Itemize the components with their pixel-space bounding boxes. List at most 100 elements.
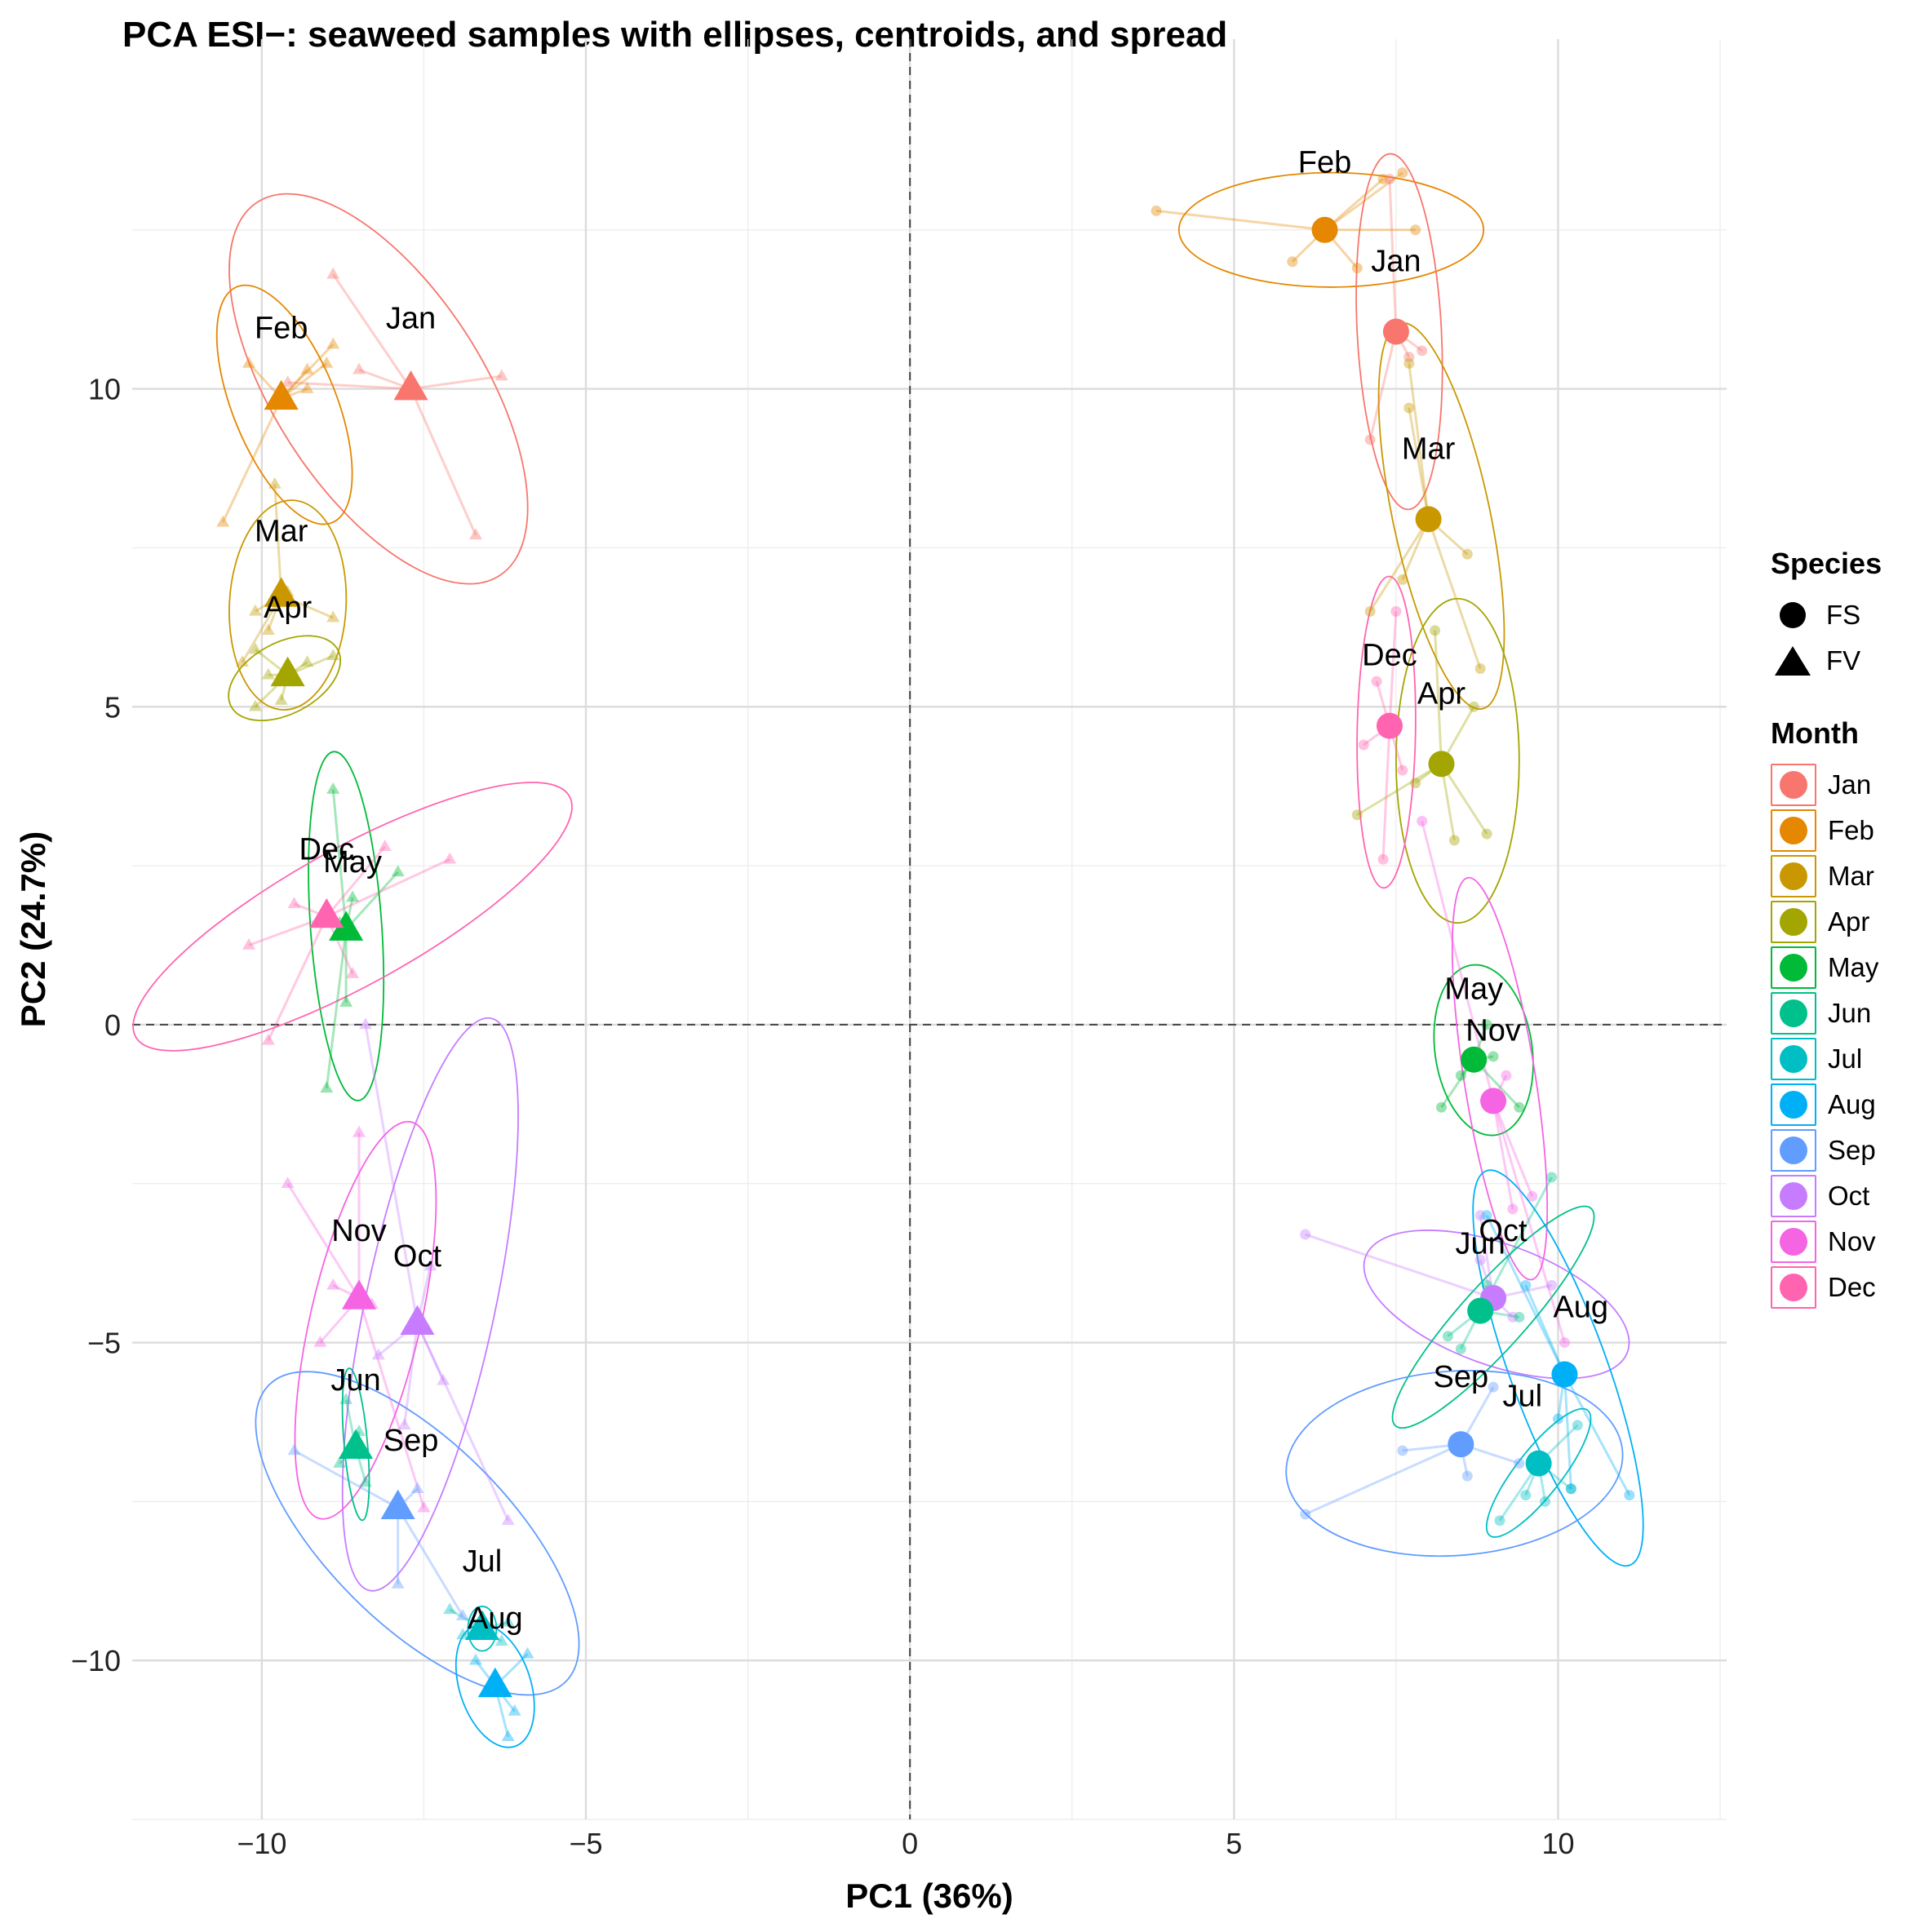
spread-line-apr-fs: [1434, 630, 1443, 764]
y-tick-label: 0: [104, 1008, 121, 1042]
sample-point-dec-fs: [1397, 764, 1408, 776]
spread-line-sep-fv: [293, 1449, 399, 1509]
sample-point-sep-fs: [1397, 1445, 1408, 1456]
sample-point-jun-fs: [1442, 1331, 1453, 1342]
ellipse-jul-fs: [1485, 1407, 1592, 1538]
spread-line-nov-fv: [286, 1182, 361, 1299]
month-swatch-icon: [1771, 809, 1816, 852]
centroid-apr-fs: [1428, 751, 1455, 778]
group-label-oct-fs: Oct: [1479, 1214, 1528, 1248]
month-legend-label: Jun: [1828, 998, 1872, 1028]
sample-point-may-fv: [320, 1081, 334, 1093]
sample-point-oct-fv: [501, 1513, 515, 1526]
month-swatch-icon: [1771, 1175, 1816, 1217]
spread-line-mar-fs: [1427, 518, 1482, 669]
ellipse-jan-fv: [228, 193, 529, 585]
axis-layer: −10 −5 0 5 10 −10 −5 0 5 10 PC1 (36%) PC2 (24.7%): [14, 373, 1575, 1915]
species-legend-label: FV: [1826, 645, 1861, 676]
ellipse-oct-fv: [341, 1017, 519, 1592]
label-layer: JanFebMarAprMayDecOctNovJunSepJulAugFebJ…: [255, 146, 1608, 1637]
sample-point-aug-fv: [508, 1704, 521, 1716]
spread-line-mar-fs: [1408, 407, 1430, 520]
sample-point-oct-fv: [437, 1373, 450, 1385]
month-legend-label: Mar: [1828, 861, 1874, 891]
sample-point-jul-fv: [501, 1615, 515, 1627]
sample-point-dec-fs: [1377, 853, 1389, 865]
sample-point-dec-fs: [1358, 739, 1369, 751]
month-legend-item-nov: Nov: [1771, 1219, 1882, 1265]
group-label-jan-fs: Jan: [1371, 244, 1421, 278]
species-legend-label: FS: [1826, 600, 1861, 630]
spread-line-nov-fs: [1492, 1100, 1566, 1343]
sample-point-mar-fs: [1364, 605, 1376, 617]
sample-point-dec-fv: [443, 852, 457, 864]
sample-point-may-fv: [339, 995, 353, 1007]
centroid-sep-fs: [1448, 1431, 1474, 1458]
month-legend-item-may: May: [1771, 945, 1882, 990]
month-legend-item-feb: Feb: [1771, 808, 1882, 853]
sample-point-aug-fs: [1565, 1483, 1576, 1495]
sample-point-sep-fs: [1300, 1509, 1311, 1520]
month-swatch-icon: [1771, 1083, 1816, 1126]
sample-point-mar-fs: [1397, 574, 1408, 585]
sample-point-jan-fs: [1384, 173, 1395, 184]
sample-point-apr-fv: [248, 642, 262, 654]
sample-point-oct-fs: [1507, 1311, 1519, 1323]
centroid-mar-fs: [1415, 506, 1442, 533]
sample-point-oct-fv: [371, 1348, 385, 1360]
spread-line-jan-fs: [1388, 179, 1398, 332]
centroid-oct-fv: [400, 1305, 435, 1335]
sample-point-feb-fv: [320, 356, 334, 368]
spread-line-may-fv: [325, 928, 348, 1089]
month-legend-title: Month: [1771, 716, 1859, 750]
month-swatch-icon: [1771, 992, 1816, 1035]
month-legend-label: Sep: [1828, 1135, 1876, 1165]
sample-point-oct-fv: [358, 1017, 372, 1030]
sample-point-apr-fs: [1448, 835, 1460, 846]
y-tick-label: 5: [104, 690, 121, 724]
sample-point-apr-fv: [274, 693, 288, 705]
spread-line-feb-fs: [1155, 209, 1325, 232]
sample-point-sep-fv: [456, 1609, 470, 1620]
centroid-jun-fs: [1467, 1297, 1494, 1324]
sample-point-nov-fv: [281, 1176, 295, 1188]
sample-point-sep-fs: [1514, 1458, 1525, 1469]
spread-line-oct-fv: [416, 1323, 510, 1522]
sample-point-oct-fv: [397, 1418, 411, 1430]
chart-title: PCA ESI−: seaweed samples with ellipses,…: [122, 15, 1228, 55]
month-legend-item-apr: Apr: [1771, 899, 1882, 945]
ellipse-may-fv: [308, 751, 385, 1101]
sample-point-dec-fv: [242, 937, 255, 950]
spread-line-oct-fs: [1305, 1233, 1494, 1300]
group-label-aug-fv: Aug: [468, 1602, 523, 1636]
ellipse-feb-fv: [215, 284, 353, 525]
spread-line-sep-fv: [397, 1507, 464, 1617]
sample-point-mar-fv: [268, 476, 282, 489]
sample-point-sep-fv: [391, 1577, 405, 1589]
group-label-jun-fv: Jun: [330, 1363, 380, 1398]
sample-point-jul-fs: [1494, 1515, 1505, 1527]
sample-point-dec-fs: [1371, 676, 1382, 687]
sample-point-nov-fs: [1501, 1070, 1512, 1081]
month-legend-item-sep: Sep: [1771, 1128, 1882, 1173]
sample-point-nov-fv: [353, 1125, 366, 1137]
sample-point-feb-fs: [1287, 256, 1298, 268]
ellipse-jan-fs: [1355, 153, 1443, 511]
month-swatch-icon: [1771, 946, 1816, 989]
month-legend-label: Nov: [1828, 1226, 1876, 1256]
ellipse-sep-fv: [255, 1371, 580, 1696]
spread-line-jan-fs: [1368, 331, 1398, 441]
sample-point-aug-fs: [1624, 1490, 1635, 1501]
sample-point-feb-fv: [300, 362, 314, 374]
sample-point-dec-fs: [1390, 605, 1402, 617]
centroid-aug-fs: [1551, 1361, 1578, 1388]
group-label-mar-fv: Mar: [255, 515, 308, 549]
x-tick-label: 5: [1226, 1827, 1242, 1860]
sample-point-dec-fv: [378, 840, 392, 851]
sample-point-nov-fv: [326, 1278, 340, 1290]
x-axis-title: PC1 (36%): [845, 1877, 1013, 1915]
spread-line-mar-fs: [1408, 363, 1430, 520]
group-label-mar-fs: Mar: [1402, 432, 1456, 466]
centroid-jul-fs: [1525, 1450, 1552, 1477]
